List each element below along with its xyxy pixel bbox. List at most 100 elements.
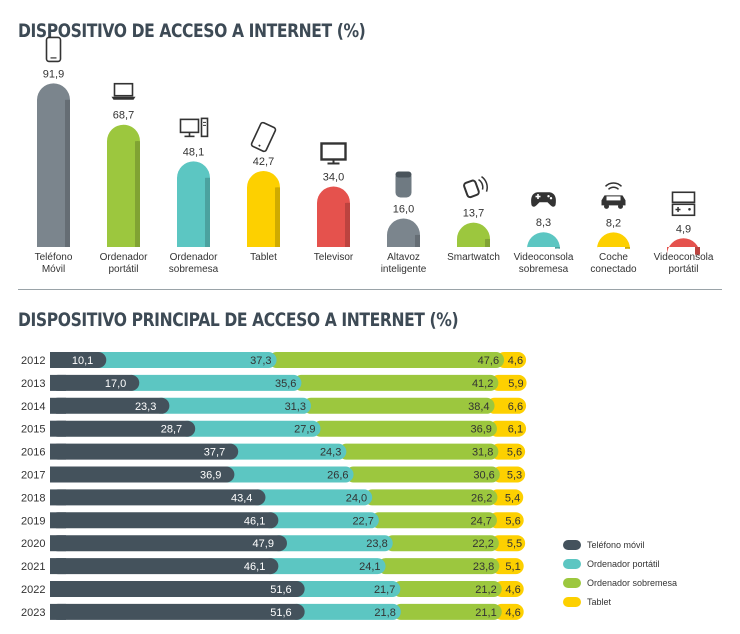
segment-Tablet: [488, 512, 524, 529]
category-label: inteligente: [381, 264, 427, 275]
segment-Ordenador sobremesa: [312, 420, 497, 437]
segment-Teléfono móvil: [50, 374, 140, 391]
segment-Tablet: [491, 558, 524, 575]
bar-shade: [275, 187, 280, 247]
bar: [247, 170, 280, 247]
handheld-console-icon: [671, 191, 696, 217]
bar-shade: [205, 177, 210, 247]
segment-start: [50, 535, 66, 552]
segment-Ordenador portátil: [179, 420, 321, 437]
segment-Teléfono móvil: [50, 420, 196, 437]
segment-start: [50, 603, 66, 620]
bar-shade: [415, 234, 420, 247]
year-label: 2021: [21, 561, 45, 573]
bar-group-4: 34,0 Televisor: [314, 142, 354, 263]
stacked-row-2017: 2017 36,9 26,6 30,6 5,3: [21, 466, 526, 483]
segment-start: [50, 466, 66, 483]
segment-Tablet: [496, 352, 527, 368]
segment-value-label: 4,6: [505, 607, 520, 619]
segment-Ordenador portátil: [123, 374, 302, 391]
legend-swatch: [563, 558, 581, 569]
year-label: 2020: [21, 538, 45, 550]
segment-value-label: 6,1: [508, 424, 523, 436]
segment-value-label: 37,7: [204, 447, 225, 459]
segment-value-label: 47,9: [253, 538, 274, 550]
segment-value-label: 5,4: [505, 492, 520, 504]
bar: [177, 161, 210, 247]
bar: [667, 238, 700, 255]
segment-value-label: 4,6: [505, 584, 520, 596]
tablet-icon: [250, 121, 277, 153]
bar: [457, 222, 490, 247]
segment-value-label: 43,4: [231, 492, 252, 504]
segment-value-label: 41,2: [472, 378, 493, 390]
year-label: 2023: [21, 607, 45, 619]
bar: [527, 232, 560, 249]
segment-Tablet: [493, 603, 524, 620]
bar-shade: [135, 141, 140, 247]
segment-Ordenador portátil: [262, 558, 386, 575]
bar-shade: [625, 247, 630, 249]
segment-Tablet: [493, 581, 524, 597]
year-label: 2014: [21, 401, 45, 413]
bar-group-3: 42,7 Tablet: [247, 121, 280, 263]
television-icon: [320, 142, 347, 165]
segment-Ordenador sobremesa: [392, 581, 502, 597]
segment-Ordenador sobremesa: [302, 397, 495, 414]
segment-Tablet: [490, 443, 526, 460]
bar-shade: [65, 99, 70, 247]
legend-item: Ordenador sobremesa: [563, 573, 677, 592]
segment-start: [50, 558, 66, 575]
segment-value-label: 21,1: [475, 607, 496, 619]
bar-shade: [695, 247, 700, 255]
bottom-chart-title: DISPOSITIVO PRINCIPAL DE ACCESO A INTERN…: [18, 309, 459, 331]
smartwatch-icon: [463, 175, 488, 199]
bar-value-label: 4,9: [676, 223, 691, 235]
segment-Teléfono móvil: [50, 581, 305, 597]
segment-start: [50, 397, 66, 414]
bar: [37, 83, 70, 247]
top-chart-title: DISPOSITIVO DE ACCESO A INTERNET (%): [18, 20, 366, 42]
year-label: 2017: [21, 470, 45, 482]
segment-Ordenador sobremesa: [345, 466, 500, 483]
segment-value-label: 22,7: [352, 515, 373, 527]
segment-value-label: 4,6: [508, 355, 523, 367]
bar-group-6: 13,7 Smartwatch: [447, 175, 500, 263]
game-controller-icon: [531, 192, 556, 207]
connected-car-icon: [601, 182, 626, 209]
legend-label: Ordenador sobremesa: [587, 577, 678, 588]
stacked-row-2013: 2013 17,0 35,6 41,2 5,9: [21, 374, 527, 391]
segment-Ordenador sobremesa: [364, 489, 498, 506]
segment-value-label: 5,1: [505, 561, 520, 573]
stacked-row-2020: 2020 47,9 23,8 22,2 5,5: [21, 535, 526, 552]
stacked-row-2014: 2014 23,3 31,3 38,4 6,6: [21, 397, 527, 414]
segment-value-label: 23,8: [366, 538, 387, 550]
stacked-row-2016: 2016 37,7 24,3 31,8 5,6: [21, 443, 526, 460]
category-label: Videoconsola: [654, 252, 714, 263]
segment-value-label: 38,4: [468, 401, 489, 413]
bar-value-label: 16,0: [393, 204, 414, 216]
legend-item: Tablet: [563, 592, 677, 611]
segment-value-label: 24,7: [471, 515, 492, 527]
category-label: Ordenador: [170, 252, 218, 263]
segment-value-label: 5,5: [507, 538, 522, 550]
segment-start: [50, 443, 66, 460]
segment-value-label: 37,3: [250, 355, 271, 367]
segment-Teléfono móvil: [50, 535, 287, 552]
segment-value-label: 27,9: [294, 424, 315, 436]
segment-value-label: 28,7: [161, 424, 182, 436]
category-label: portátil: [108, 264, 138, 275]
segment-value-label: 21,8: [374, 607, 395, 619]
bar: [597, 232, 630, 249]
year-label: 2018: [21, 492, 45, 504]
segment-value-label: 5,6: [507, 447, 522, 459]
category-label: Ordenador: [100, 252, 148, 263]
segment-Ordenador portátil: [249, 489, 373, 506]
segment-value-label: 36,9: [200, 470, 221, 482]
year-label: 2022: [21, 584, 45, 596]
segment-value-label: 31,8: [472, 447, 493, 459]
segment-Ordenador portátil: [288, 603, 401, 620]
